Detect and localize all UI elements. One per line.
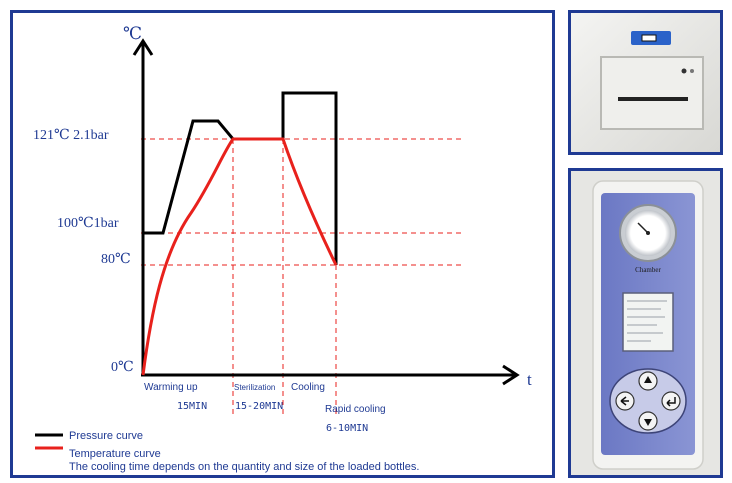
printer-housing (600, 56, 704, 130)
label-80: 80℃ (101, 252, 131, 267)
triangle-down-icon (644, 419, 652, 426)
printer-button-icon (690, 69, 694, 73)
phase-sterilization: Sterilization (234, 383, 275, 392)
enter-button[interactable] (661, 391, 681, 411)
gauge-label: Chamber (635, 266, 661, 274)
label-0: 0℃ (111, 360, 134, 375)
printer-photo-panel (568, 10, 723, 155)
keypad-plate (609, 368, 687, 434)
gauge-needle (637, 222, 649, 234)
legend-temperature-label: Temperature curve (69, 448, 161, 460)
legend-pressure-label: Pressure curve (69, 430, 143, 442)
phase-warming: Warming up (144, 382, 198, 393)
phase-rapid-cooling: Rapid cooling (325, 404, 386, 415)
phase-warming-time: 15MIN (177, 401, 207, 412)
control-panel-illustration: Chamber (571, 171, 720, 475)
label-121: 121℃ 2.1bar (33, 128, 109, 143)
label-100: 100℃1bar (57, 216, 119, 231)
y-axis-arrow (132, 38, 154, 56)
phase-cooling: Cooling (291, 382, 325, 393)
phase-rapid-time: 6-10MIN (326, 423, 368, 434)
phase-sterilization-time: 15-20MIN (235, 401, 283, 412)
x-axis-arrow (502, 364, 520, 386)
y-unit-label: ℃ (123, 24, 142, 43)
control-panel-photo: Chamber (568, 168, 723, 478)
back-arrow-icon (620, 396, 629, 406)
printer-led-icon (681, 68, 687, 74)
printer-illustration (571, 13, 720, 152)
pressure-curve (143, 91, 338, 265)
lcd-content (627, 300, 667, 342)
cycle-diagram-panel: ℃ t 121℃ 2.1bar 100℃1bar 80℃ 0℃ Warming … (10, 10, 555, 478)
legend-note: The cooling time depends on the quantity… (69, 461, 419, 473)
gauge-pivot (646, 231, 650, 235)
usb-port-icon (641, 34, 657, 42)
triangle-up-icon (644, 376, 652, 383)
keypad-buttons (615, 371, 681, 431)
paper-slot (618, 97, 688, 101)
lcd-screen (622, 292, 674, 352)
x-unit-label: t (527, 370, 532, 389)
enter-arrow-icon (666, 397, 676, 407)
cycle-diagram: ℃ t 121℃ 2.1bar 100℃1bar 80℃ 0℃ Warming … (33, 24, 532, 473)
temperature-curve (141, 137, 338, 376)
axes (132, 38, 520, 386)
guide-lines (141, 138, 465, 415)
